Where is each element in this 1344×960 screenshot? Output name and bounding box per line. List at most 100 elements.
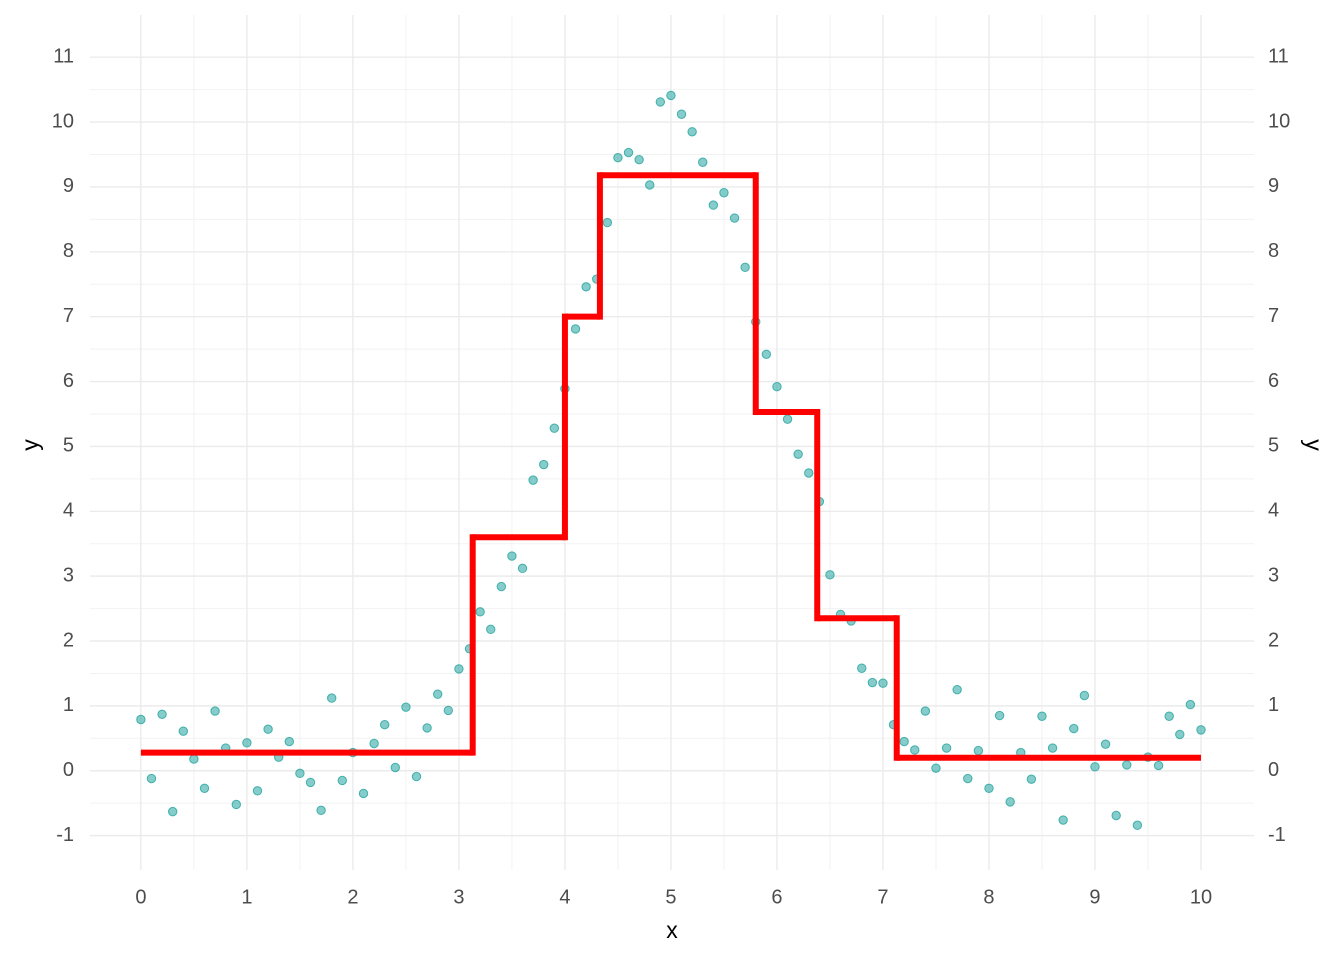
point (1026, 774, 1037, 784)
point (305, 777, 316, 788)
point (899, 736, 909, 747)
point (146, 773, 157, 784)
point (984, 783, 994, 793)
x-tick-label: 2 (347, 886, 358, 908)
y-tick-label: 8 (63, 240, 74, 262)
point (1164, 711, 1174, 721)
point (994, 710, 1005, 721)
point (920, 706, 931, 716)
point (401, 702, 411, 712)
point (252, 786, 263, 796)
point (666, 90, 676, 101)
point (199, 783, 210, 793)
y2-tick-label: 10 (1268, 110, 1290, 132)
point (210, 706, 220, 716)
point (952, 684, 962, 695)
x-tick-label: 3 (453, 886, 464, 908)
point (1005, 797, 1015, 807)
y-tick-label: -1 (56, 824, 74, 846)
y-tick-label: 9 (63, 175, 74, 197)
point (973, 745, 984, 756)
point (613, 153, 623, 163)
y-tick-label: 4 (63, 500, 74, 522)
y-tick-label: 6 (63, 370, 74, 392)
point (242, 738, 252, 748)
y-tick-label: 3 (63, 564, 74, 586)
point (867, 677, 878, 688)
y-tick-label: 5 (63, 435, 74, 457)
point (295, 768, 305, 779)
point (1100, 739, 1111, 749)
x-tick-label: 4 (559, 886, 570, 908)
grid (90, 15, 1254, 870)
point (698, 157, 708, 167)
y-tick-label: 10 (52, 110, 74, 132)
x-tick-label: 9 (1089, 886, 1100, 908)
point (676, 109, 687, 119)
y2-tick-label: 9 (1268, 175, 1279, 197)
point (539, 459, 549, 470)
point (157, 709, 167, 720)
point (1069, 723, 1079, 734)
y2-tick-label: 2 (1268, 629, 1279, 651)
y2-tick-label: 8 (1268, 240, 1279, 262)
point (549, 423, 560, 433)
point (337, 775, 348, 786)
y-axis-title: y (17, 439, 43, 451)
point (634, 154, 644, 165)
point (411, 771, 422, 782)
point (380, 719, 390, 730)
x-tick-label: 0 (135, 886, 146, 908)
point (570, 324, 581, 334)
point (645, 180, 655, 190)
point (772, 382, 782, 392)
point (1058, 815, 1068, 825)
point (782, 414, 793, 424)
point (1153, 760, 1164, 771)
point (941, 743, 952, 753)
point (1111, 810, 1121, 821)
point (496, 581, 507, 592)
point (804, 468, 814, 478)
point (825, 570, 835, 580)
x-axis-title: x (666, 917, 678, 943)
point (486, 624, 496, 635)
y-tick-label: 2 (63, 629, 74, 651)
point (433, 689, 443, 699)
point (857, 663, 867, 673)
point (1047, 743, 1058, 753)
point (443, 705, 454, 716)
point (454, 664, 464, 674)
x-tick-label: 6 (771, 886, 782, 908)
point (719, 188, 729, 198)
y2-tick-label: 0 (1268, 759, 1279, 781)
point (284, 736, 295, 747)
point (136, 714, 146, 725)
point (358, 788, 369, 799)
point (231, 799, 241, 810)
y-tick-label: 7 (63, 305, 74, 327)
y2-tick-label: 6 (1268, 370, 1279, 392)
point (740, 262, 750, 273)
y2-axis-title: y (1301, 439, 1327, 451)
x-tick-label: 1 (241, 886, 252, 908)
point (1175, 729, 1185, 740)
point (1122, 760, 1132, 770)
point (878, 678, 888, 688)
x-tick-label: 10 (1190, 886, 1212, 908)
y2-tick-label: 11 (1268, 45, 1289, 67)
point (761, 349, 772, 359)
point (708, 200, 719, 210)
x-tick-label: 5 (665, 886, 676, 908)
y2-tick-label: -1 (1268, 824, 1286, 846)
point (1132, 820, 1143, 830)
point (475, 607, 485, 617)
point (1196, 725, 1206, 735)
y-tick-label: 0 (63, 759, 74, 781)
point (623, 147, 634, 158)
y-tick-label: 1 (63, 694, 74, 716)
point (167, 806, 178, 817)
point (316, 805, 326, 816)
y2-tick-label: 7 (1268, 305, 1279, 327)
